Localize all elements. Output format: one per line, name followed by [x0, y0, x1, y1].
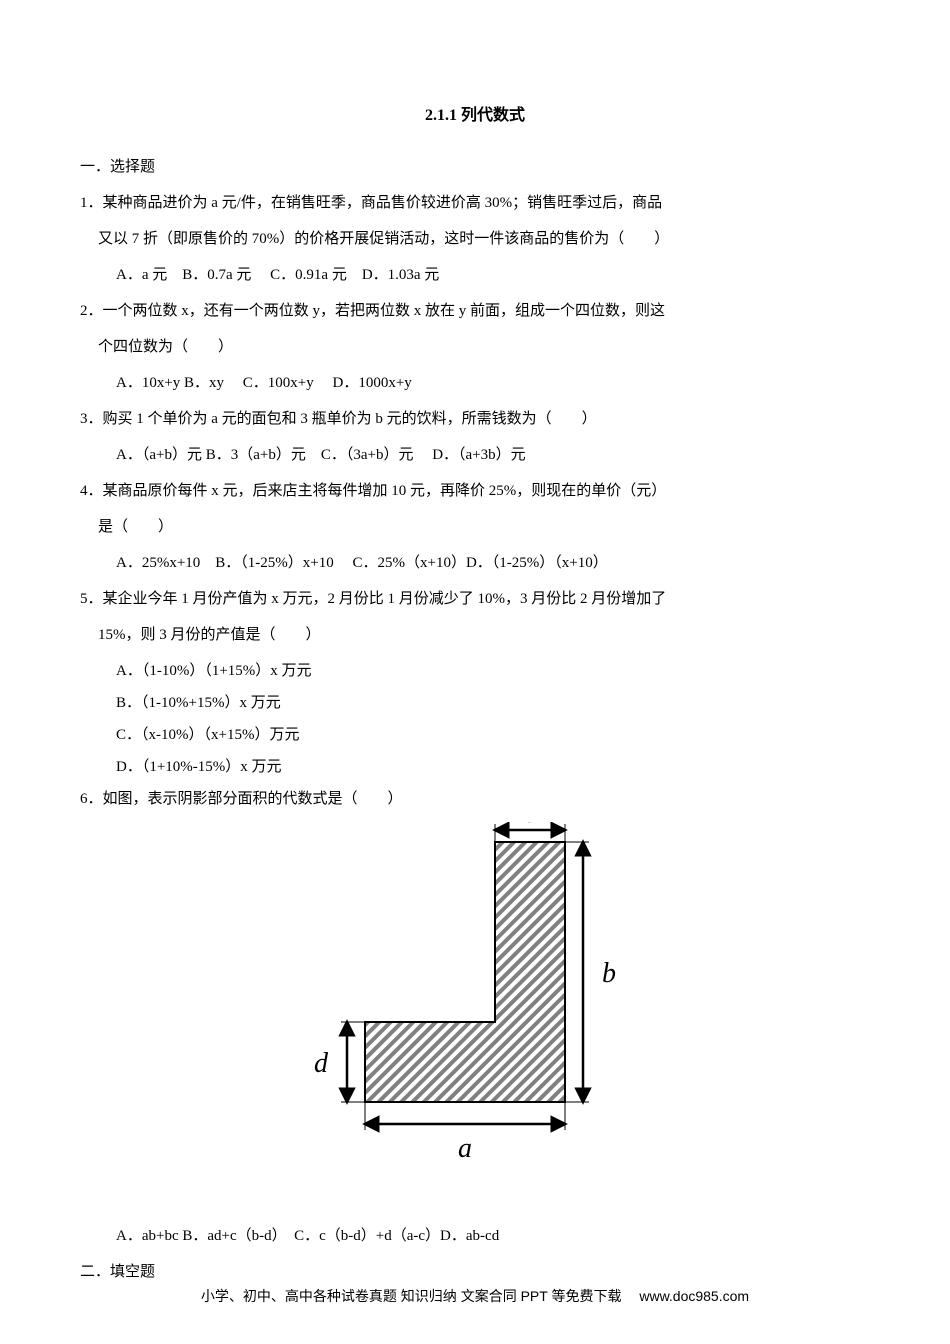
question-5-opt-a: A．（1-10%）（1+15%）x 万元 — [116, 656, 870, 686]
question-5-line1: 5．某企业今年 1 月份产值为 x 万元，2 月份比 1 月份减少了 10%，3… — [80, 584, 870, 614]
question-5-opt-b: B．（1-10%+15%）x 万元 — [116, 688, 870, 718]
question-2-line2: 个四位数为（ ） — [80, 332, 870, 362]
question-6-options: A．ab+bc B．ad+c（b-d） C．c（b-d）+d（a-c）D．ab-… — [80, 1221, 870, 1251]
question-2-options: A．10x+y B．xy C．100x+y D．1000x+y — [80, 368, 870, 398]
q6-figure: c b d a — [305, 822, 645, 1202]
question-5-line2: 15%，则 3 月份的产值是（ ） — [80, 620, 870, 650]
question-1-line1: 1．某种商品进价为 a 元/件，在销售旺季，商品售价较进价高 30%；销售旺季过… — [80, 188, 870, 218]
svg-text:d: d — [314, 1048, 329, 1079]
svg-text:c: c — [524, 822, 537, 829]
page-title: 2.1.1 列代数式 — [80, 100, 870, 132]
svg-text:a: a — [458, 1133, 472, 1164]
question-3-line1: 3．购买 1 个单价为 a 元的面包和 3 瓶单价为 b 元的饮料，所需钱数为（… — [80, 404, 870, 434]
question-3-options: A．（a+b）元 B．3（a+b）元 C．（3a+b）元 D．（a+3b）元 — [80, 440, 870, 470]
question-6-line1: 6．如图，表示阴影部分面积的代数式是（ ） — [80, 784, 870, 814]
question-5-options: A．（1-10%）（1+15%）x 万元 B．（1-10%+15%）x 万元 C… — [80, 656, 870, 782]
figure-wrap: c b d a — [80, 822, 870, 1213]
svg-text:b: b — [602, 958, 616, 989]
question-5-opt-d: D．（1+10%-15%）x 万元 — [116, 752, 870, 782]
question-2-line1: 2．一个两位数 x，还有一个两位数 y，若把两位数 x 放在 y 前面，组成一个… — [80, 296, 870, 326]
question-1-line2: 又以 7 折（即原售价的 70%）的价格开展促销活动，这时一件该商品的售价为（ … — [80, 224, 870, 254]
question-5-opt-c: C．（x-10%）（x+15%）万元 — [116, 720, 870, 750]
question-4-options: A．25%x+10 B．（1-25%）x+10 C．25%（x+10）D．（1-… — [80, 548, 870, 578]
question-4-line1: 4．某商品原价每件 x 元，后来店主将每件增加 10 元，再降价 25%，则现在… — [80, 476, 870, 506]
section-1-heading: 一．选择题 — [80, 152, 870, 182]
question-4-line2: 是（ ） — [80, 512, 870, 542]
page-footer: 小学、初中、高中各种试卷真题 知识归纳 文案合同 PPT 等免费下载 www.d… — [0, 1282, 950, 1310]
question-1-options: A．a 元 B．0.7a 元 C．0.91a 元 D．1.03a 元 — [80, 260, 870, 290]
